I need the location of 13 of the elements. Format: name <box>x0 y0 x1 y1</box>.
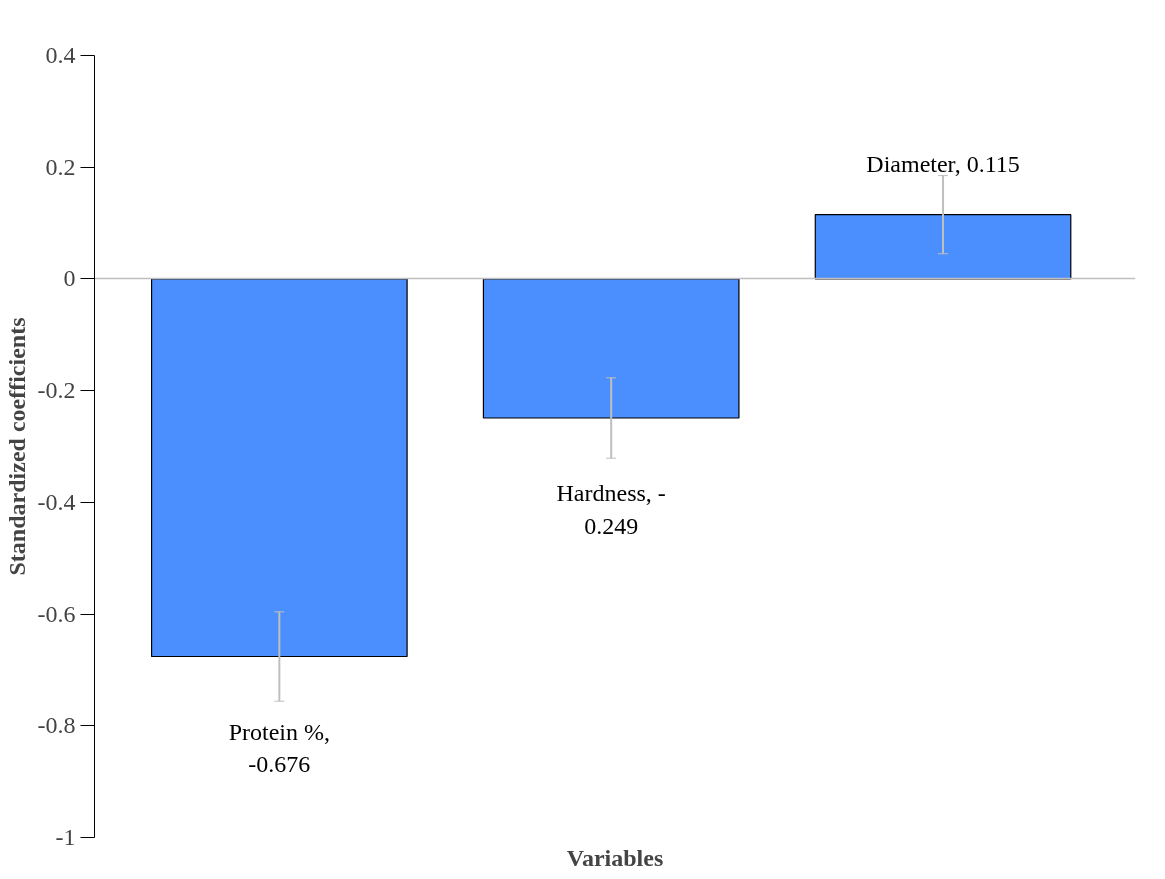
y-tick-label: -0.8 <box>37 712 76 739</box>
y-tick-label: -0.2 <box>37 377 76 404</box>
data-label: Diameter, 0.115 <box>866 150 1020 177</box>
y-tick-label: -0.4 <box>37 488 76 515</box>
y-tick-label: 0.4 <box>45 42 76 68</box>
y-tick-label: -0.6 <box>37 600 76 627</box>
y-axis-title: Standardized coefficients <box>3 317 30 576</box>
data-label: Hardness, - 0.249 <box>556 480 666 539</box>
y-tick-label: 0.2 <box>45 153 76 180</box>
y-tick-label: 0 <box>63 265 76 292</box>
y-tick-label: -1 <box>55 824 76 850</box>
data-label: Protein %, -0.676 <box>228 718 331 778</box>
x-axis-title: Variables <box>566 844 664 871</box>
